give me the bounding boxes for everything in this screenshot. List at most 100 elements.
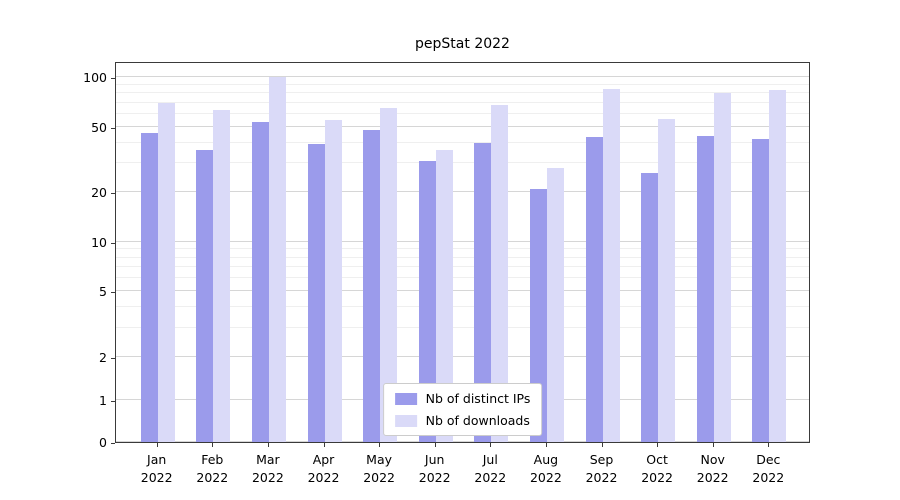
x-tick-month: Aug (533, 452, 559, 467)
x-tick-year: 2022 (307, 469, 340, 485)
x-tick-year: 2022 (474, 469, 507, 485)
x-tick-year: 2022 (251, 469, 284, 485)
x-tick-label-nov: Nov 2022 (681, 451, 745, 486)
y-tickmark-20 (111, 193, 115, 195)
x-tick-label-sep: Sep 2022 (570, 451, 634, 486)
gridline-minor-4 (116, 306, 809, 308)
x-tick-month: Jun (424, 452, 445, 467)
y-tickmark-50 (111, 127, 115, 129)
x-tick-year: 2022 (752, 469, 785, 485)
bar-downloads-jan (158, 102, 175, 442)
x-tick-year: 2022 (696, 469, 729, 485)
bar-distinct-ips-jun (419, 160, 436, 442)
y-tick-label-100: 100 (83, 70, 107, 85)
legend-swatch-distinct-ips (394, 392, 417, 405)
gridline-minor-90 (116, 83, 809, 85)
x-tick-label-jun: Jun 2022 (403, 451, 467, 486)
x-tick-month: Mar (256, 452, 280, 467)
y-tick-label-0: 0 (99, 435, 107, 450)
gridline-minor-80 (116, 92, 809, 93)
x-tick-month: Feb (201, 452, 224, 467)
y-tickmark-5 (111, 292, 115, 294)
gridline-50 (116, 125, 809, 127)
gridline-2 (116, 356, 809, 357)
bar-downloads-mar (269, 77, 286, 442)
x-tickmark-jan (156, 443, 158, 447)
bar-downloads-may (380, 107, 397, 442)
x-tickmark-may (379, 443, 381, 447)
bar-downloads-aug (547, 168, 564, 442)
y-tickmark-100 (111, 78, 115, 79)
legend-label-downloads: Nb of downloads (425, 413, 530, 428)
x-tick-year: 2022 (418, 469, 451, 485)
bar-downloads-nov (714, 93, 731, 442)
x-tick-label-dec: Dec 2022 (736, 451, 800, 486)
x-tickmark-jun (434, 443, 436, 447)
x-tickmark-nov (712, 443, 714, 447)
x-tickmark-mar (267, 443, 269, 447)
x-tick-label-oct: Oct 2022 (625, 451, 689, 486)
x-tick-label-apr: Apr 2022 (292, 451, 356, 486)
y-tick-label-50: 50 (91, 119, 107, 135)
x-tick-label-mar: Mar 2022 (236, 451, 300, 486)
bar-downloads-feb (213, 110, 230, 442)
x-tickmark-sep (601, 443, 603, 447)
x-tick-year: 2022 (363, 469, 395, 485)
x-tickmark-feb (212, 443, 214, 447)
legend-swatch-downloads (394, 414, 417, 427)
x-tick-month: Sep (589, 452, 614, 467)
x-tick-year: 2022 (585, 469, 618, 485)
bar-downloads-sep (603, 88, 620, 442)
bar-distinct-ips-sep (586, 137, 603, 442)
bar-downloads-jul (491, 104, 508, 442)
x-tick-year: 2022 (140, 469, 173, 485)
x-tick-label-may: May 2022 (347, 451, 411, 486)
x-tick-month: Jan (147, 452, 167, 467)
x-tick-month: Apr (312, 452, 335, 467)
gridline-minor-70 (116, 101, 809, 103)
y-tick-label-10: 10 (91, 234, 107, 250)
legend-item-distinct-ips: Nb of distinct IPs (394, 391, 530, 406)
gridline-20 (116, 191, 809, 193)
x-tick-label-jan: Jan 2022 (125, 451, 189, 486)
x-tick-year: 2022 (196, 469, 229, 485)
x-tick-month: Nov (700, 452, 725, 467)
x-tick-label-aug: Aug 2022 (514, 451, 578, 486)
x-tick-month: Oct (646, 452, 668, 467)
x-tick-year: 2022 (529, 469, 562, 485)
gridline-minor-60 (116, 112, 809, 114)
bar-distinct-ips-nov (697, 135, 714, 442)
bar-distinct-ips-aug (530, 188, 547, 442)
bar-distinct-ips-oct (641, 173, 658, 442)
y-tickmark-0 (111, 443, 115, 444)
x-tick-month: Dec (756, 452, 781, 467)
legend-item-downloads: Nb of downloads (394, 413, 531, 428)
bar-downloads-jun (436, 150, 453, 442)
gridline-0 (116, 441, 809, 442)
bar-downloads-dec (769, 89, 786, 442)
bar-distinct-ips-jul (474, 142, 491, 442)
x-tick-month: May (366, 452, 393, 467)
y-tickmark-10 (111, 242, 115, 244)
y-tick-label-5: 5 (99, 284, 107, 300)
x-tickmark-apr (323, 443, 325, 447)
y-tickmark-2 (111, 358, 115, 359)
x-tick-year: 2022 (641, 469, 673, 485)
gridline-minor-3 (116, 327, 809, 328)
gridline-minor-9 (116, 248, 809, 250)
gridline-minor-6 (116, 277, 809, 279)
gridline-minor-8 (116, 256, 809, 258)
x-tickmark-aug (545, 443, 547, 447)
y-tick-label-1: 1 (99, 392, 107, 408)
gridline-100 (116, 76, 809, 77)
gridline-minor-40 (116, 141, 809, 143)
gridline-minor-7 (116, 266, 809, 268)
y-tickmark-1 (111, 400, 115, 402)
bar-downloads-oct (658, 118, 675, 442)
bar-distinct-ips-dec (752, 139, 769, 442)
bar-distinct-ips-feb (196, 150, 213, 442)
bar-distinct-ips-jan (141, 132, 158, 442)
x-tickmark-dec (768, 443, 770, 447)
x-tickmark-jul (490, 443, 492, 447)
